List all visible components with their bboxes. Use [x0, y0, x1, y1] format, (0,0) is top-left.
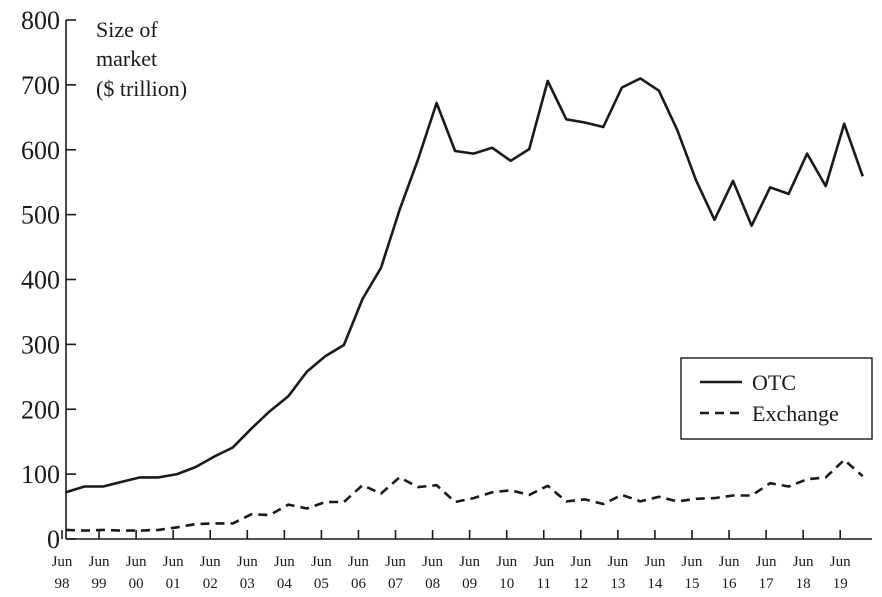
x-tick-label-month: Jun	[496, 554, 517, 570]
x-tick-label-year: 98	[55, 576, 70, 592]
y-axis-label-line-3: ($ trillion)	[96, 76, 187, 101]
x-tick-label-year: 04	[277, 576, 293, 592]
y-tick-label: 200	[21, 395, 60, 424]
x-tick-label-year: 13	[610, 576, 625, 592]
x-tick-label-month: Jun	[682, 554, 703, 570]
legend-label-otc: OTC	[752, 370, 796, 395]
x-tick-label-month: Jun	[311, 554, 332, 570]
x-tick-label-year: 05	[314, 576, 329, 592]
y-tick-label: 0	[47, 525, 60, 554]
x-tick-label-month: Jun	[607, 554, 628, 570]
x-tick-label-year: 06	[351, 576, 367, 592]
series-line-exchange	[65, 458, 864, 532]
x-tick-label-year: 15	[684, 576, 699, 592]
x-tick-label-month: Jun	[52, 554, 73, 570]
x-tick-label-year: 16	[722, 576, 738, 592]
x-tick-label-month: Jun	[719, 554, 740, 570]
x-tick-label-year: 11	[537, 576, 551, 592]
x-tick-label-year: 03	[240, 576, 255, 592]
x-tick-label-month: Jun	[126, 554, 147, 570]
x-tick-label-month: Jun	[756, 554, 777, 570]
y-tick-label: 400	[21, 266, 60, 295]
x-tick-label-year: 12	[573, 576, 588, 592]
x-tick-label-month: Jun	[422, 554, 443, 570]
x-tick-label-month: Jun	[830, 554, 851, 570]
x-tick-label-year: 00	[129, 576, 144, 592]
y-tick-label: 500	[21, 201, 60, 230]
x-tick-label-month: Jun	[89, 554, 110, 570]
series-line-otc	[65, 77, 864, 494]
x-tick-label-month: Jun	[570, 554, 591, 570]
x-tick-label-year: 10	[499, 576, 514, 592]
x-axis-ticks: Jun 98 Jun 99 Jun 00 Jun 01 Jun 02 Jun 03 Jun 04 Jun 05…	[52, 530, 851, 592]
legend: OTC Exchange	[680, 357, 873, 440]
x-tick-label-month: Jun	[793, 554, 814, 570]
x-tick-label-month: Jun	[533, 554, 554, 570]
x-tick-label-month: Jun	[348, 554, 369, 570]
x-tick-label-year: 19	[833, 576, 848, 592]
x-tick-label-month: Jun	[200, 554, 221, 570]
x-tick-label-year: 09	[462, 576, 477, 592]
x-tick-label-year: 17	[759, 576, 775, 592]
legend-label-exchange: Exchange	[752, 401, 839, 426]
y-tick-label: 100	[21, 460, 60, 489]
y-tick-label: 800	[21, 6, 60, 35]
x-tick-label-month: Jun	[385, 554, 406, 570]
x-tick-label-year: 14	[647, 576, 663, 592]
x-tick-label-year: 08	[425, 576, 440, 592]
y-tick-label: 300	[21, 330, 60, 359]
y-tick-label: 700	[21, 71, 60, 100]
x-tick-label-month: Jun	[644, 554, 665, 570]
x-tick-label-month: Jun	[459, 554, 480, 570]
y-axis-label-line-1: Size of	[96, 17, 158, 42]
x-tick-label-month: Jun	[163, 554, 184, 570]
legend-box	[680, 357, 873, 440]
x-tick-label-year: 07	[388, 576, 404, 592]
x-tick-label-month: Jun	[237, 554, 258, 570]
y-axis-ticks: 0 100 200 300 400 500 600 700 800	[21, 6, 76, 554]
x-tick-label-year: 99	[92, 576, 107, 592]
y-tick-label: 600	[21, 136, 60, 165]
x-tick-label-year: 02	[203, 576, 218, 592]
x-tick-label-year: 18	[796, 576, 811, 592]
x-tick-label-year: 01	[166, 576, 181, 592]
x-tick-label-month: Jun	[274, 554, 295, 570]
y-axis-label-line-2: market	[96, 46, 157, 71]
